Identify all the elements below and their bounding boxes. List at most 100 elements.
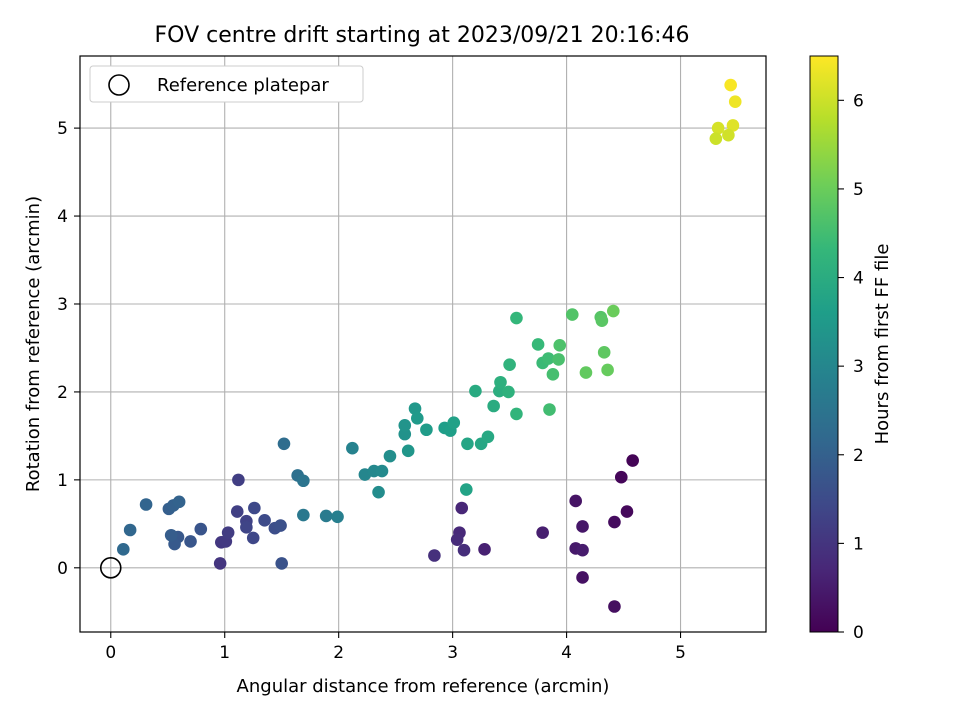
data-point <box>331 510 344 524</box>
x-tick-label: 2 <box>333 643 344 663</box>
data-point <box>213 557 227 570</box>
data-point <box>408 402 422 415</box>
colorbar-ticks: 0 1 2 3 4 5 6 <box>838 91 864 643</box>
data-point <box>503 358 516 371</box>
data-point <box>455 501 469 515</box>
colorbar-tick-label: 4 <box>853 269 864 289</box>
reference-marker <box>99 557 122 579</box>
data-point <box>460 483 473 496</box>
chart-title: FOV centre drift starting at 2023/09/21 … <box>155 23 690 48</box>
x-tick-label: 5 <box>675 643 686 663</box>
data-point <box>457 543 471 557</box>
data-point <box>117 543 130 556</box>
x-axis-ticks: 0 1 2 3 4 5 <box>105 632 686 663</box>
legend-box <box>89 65 364 103</box>
data-point <box>248 501 261 515</box>
data-point <box>398 427 412 441</box>
data-point <box>601 363 614 377</box>
data-point <box>620 505 634 518</box>
x-tick-label: 1 <box>219 643 230 663</box>
legend-entry-reference: Reference platepar <box>157 75 329 96</box>
data-point <box>579 366 593 379</box>
data-point <box>565 308 579 321</box>
data-point <box>576 543 589 557</box>
data-point <box>542 352 555 365</box>
x-tick-label: 3 <box>447 643 458 663</box>
y-tick-label: 3 <box>57 295 68 315</box>
data-point <box>576 520 589 533</box>
grid <box>80 56 766 632</box>
x-tick-label: 4 <box>561 643 572 663</box>
data-point <box>194 522 208 536</box>
data-point <box>383 449 397 463</box>
data-point <box>576 571 589 584</box>
y-tick-label: 0 <box>57 559 68 579</box>
colorbar-tick-label: 2 <box>853 446 864 466</box>
data-point <box>722 128 735 142</box>
colorbar-gradient <box>809 55 839 633</box>
data-point <box>531 338 545 351</box>
data-point <box>709 132 723 145</box>
colorbar-tick-label: 1 <box>853 534 864 554</box>
data-point <box>461 437 474 451</box>
data-point <box>595 314 609 327</box>
y-axis-ticks: 0 1 2 3 4 5 <box>57 119 80 579</box>
colorbar: 0 1 2 3 4 5 6 Hours from first FF file <box>809 55 893 643</box>
data-point <box>240 521 253 534</box>
data-point <box>375 464 389 478</box>
data-point <box>608 515 621 529</box>
data-point <box>372 485 385 499</box>
data-point <box>172 495 186 509</box>
data-point <box>569 494 582 508</box>
colorbar-tick-label: 6 <box>853 91 864 111</box>
data-point <box>597 346 611 359</box>
data-point <box>607 304 620 318</box>
data-point <box>164 528 178 542</box>
data-point <box>510 311 523 325</box>
data-point <box>614 470 628 484</box>
data-point <box>553 339 567 352</box>
data-point <box>543 403 556 416</box>
data-point <box>711 121 725 135</box>
data-point <box>626 454 639 467</box>
data-point <box>608 600 621 613</box>
x-axis-label: Angular distance from reference (arcmin) <box>237 676 610 697</box>
data-point <box>139 498 153 511</box>
data-point <box>724 78 737 92</box>
data-point <box>346 441 359 455</box>
data-point <box>246 531 260 545</box>
data-point <box>478 543 491 556</box>
plot-frame <box>79 55 767 633</box>
data-point <box>726 119 740 132</box>
data-point <box>510 407 523 421</box>
data-point <box>546 368 560 381</box>
data-point <box>275 557 288 570</box>
data-point <box>428 549 441 562</box>
y-axis-label: Rotation from reference (arcmin) <box>23 196 44 492</box>
data-point <box>184 535 197 548</box>
data-point <box>536 526 549 539</box>
x-tick-label: 0 <box>105 643 116 663</box>
colorbar-tick-label: 3 <box>853 357 864 377</box>
data-point <box>502 385 515 399</box>
data-point <box>274 519 287 532</box>
colorbar-label: Hours from first FF file <box>872 244 893 445</box>
legend-marker <box>108 74 130 96</box>
data-point <box>494 375 507 389</box>
data-point <box>319 509 333 523</box>
colorbar-tick-label: 0 <box>853 623 864 643</box>
data-point <box>420 423 433 437</box>
data-point <box>230 505 244 518</box>
data-point <box>258 514 271 527</box>
data-point <box>450 533 464 546</box>
data-points <box>117 78 742 613</box>
y-tick-label: 5 <box>57 119 68 139</box>
data-point <box>447 416 461 430</box>
data-point <box>469 384 482 398</box>
colorbar-tick-label: 5 <box>853 180 864 200</box>
y-tick-label: 4 <box>57 207 68 227</box>
data-point <box>401 444 415 458</box>
data-point <box>728 95 742 109</box>
data-point <box>398 419 412 432</box>
